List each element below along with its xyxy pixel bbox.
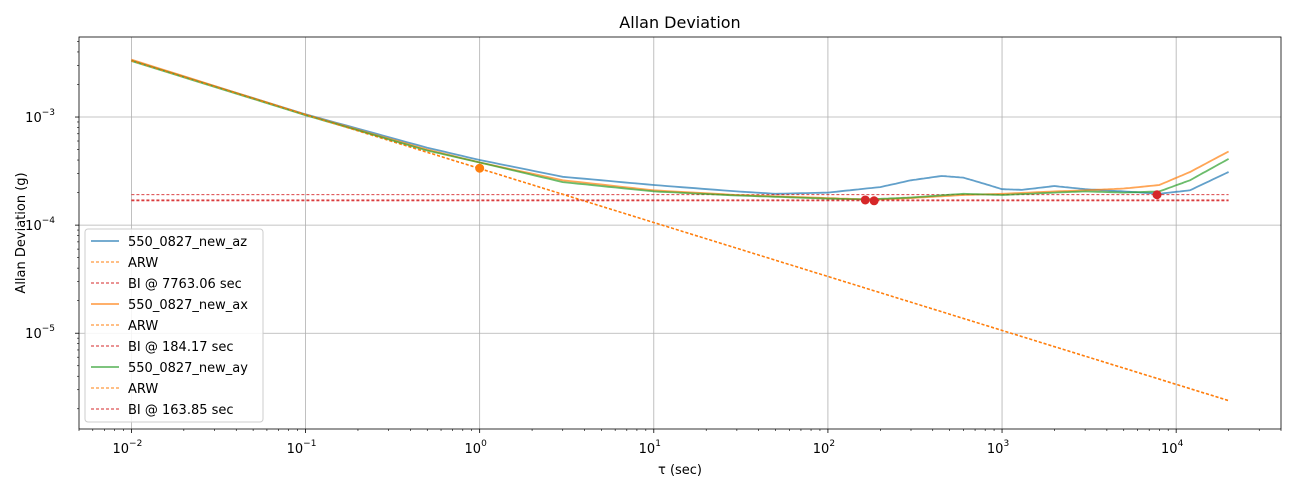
legend-label-4: ARW (128, 319, 158, 334)
x-tick-label: 100 (465, 439, 488, 457)
marker-point-8 (860, 195, 870, 205)
legend-box (84, 228, 264, 423)
x-tick-exponent: 4 (1178, 439, 1184, 449)
y-tick-base: 10 (25, 111, 42, 126)
y-tick-exponent: −3 (42, 108, 55, 118)
marker-point-5 (869, 196, 879, 206)
y-tick-base: 10 (25, 327, 42, 342)
legend-label-2: BI @ 7763.06 sec (128, 277, 242, 292)
x-tick-exponent: −1 (303, 439, 316, 449)
x-tick-exponent: −2 (129, 439, 142, 449)
x-tick-exponent: 0 (481, 439, 487, 449)
legend-label-7: ARW (128, 382, 158, 397)
marker-layer (475, 163, 1162, 206)
x-tick-base: 10 (1161, 442, 1178, 457)
y-axis-label: Allan Deviation (g) (14, 172, 29, 293)
y-tick-exponent: −4 (42, 216, 56, 226)
y-tick-label: 10−4 (25, 216, 55, 234)
series-line-6 (131, 60, 1230, 201)
plot-background (79, 37, 1281, 429)
x-tick-exponent: 2 (829, 439, 835, 449)
series-line-7 (131, 60, 1229, 402)
x-tick-base: 10 (287, 442, 304, 457)
y-tick-label: 10−5 (25, 324, 55, 342)
x-tick-label: 10−2 (113, 439, 143, 457)
x-tick-base: 10 (639, 442, 656, 457)
legend-label-5: BI @ 184.17 sec (128, 340, 234, 355)
chart-title: Allan Deviation (619, 13, 740, 32)
x-tick-label: 103 (987, 439, 1009, 457)
legend-label-6: 550_0827_new_ay (128, 361, 248, 376)
legend: 550_0827_new_az ARW BI @ 7763.06 sec 550_08… (84, 228, 264, 423)
x-tick-base: 10 (113, 442, 130, 457)
x-tick-label: 104 (1161, 439, 1184, 457)
x-tick-base: 10 (465, 442, 482, 457)
legend-label-1: ARW (128, 256, 158, 271)
x-tick-base: 10 (813, 442, 830, 457)
x-tick-exponent: 1 (655, 439, 661, 449)
legend-label-8: BI @ 163.85 sec (128, 403, 234, 418)
series-layer (131, 58, 1230, 402)
marker-point-3 (475, 163, 485, 173)
plot-frame (78, 36, 1282, 430)
legend-label-3: 550_0827_new_ax (128, 298, 248, 313)
x-tick-label: 10−1 (287, 439, 317, 457)
x-tick-label: 101 (639, 439, 661, 457)
grid (79, 37, 1281, 429)
x-tick-label: 102 (813, 439, 835, 457)
y-tick-base: 10 (25, 219, 42, 234)
x-tick-exponent: 3 (1003, 439, 1009, 449)
x-tick-base: 10 (987, 442, 1004, 457)
y-tick-exponent: −5 (42, 324, 55, 334)
marker-point-2 (1152, 190, 1162, 200)
y-tick-label: 10−3 (25, 108, 55, 126)
legend-label-0: 550_0827_new_az (128, 235, 247, 250)
x-axis-label: τ (sec) (658, 463, 702, 478)
